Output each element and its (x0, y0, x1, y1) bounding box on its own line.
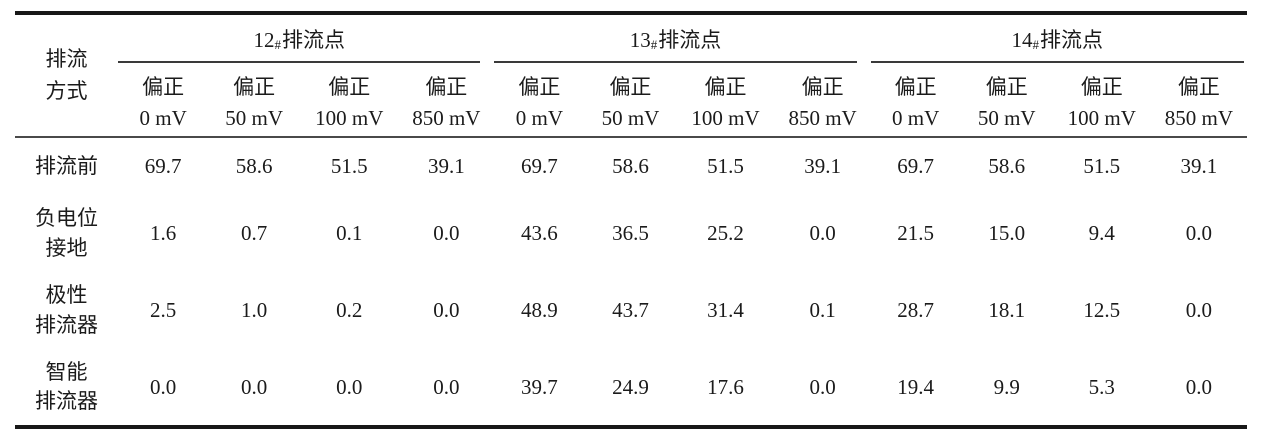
data-cell: 0.2 (336, 298, 363, 323)
group-label: 排流点 (1040, 27, 1104, 52)
data-cell: 0.0 (300, 349, 399, 429)
data-cell: 51.5 (707, 154, 744, 179)
subcol-header: 偏正 0 mV (494, 63, 585, 138)
data-cell: 9.4 (1088, 221, 1115, 246)
data-cell: 51.5 (330, 154, 368, 179)
data-cell: 0.0 (1185, 221, 1213, 246)
data-cell: 0.0 (774, 349, 871, 429)
group-header-13: 13 # 排流点 (494, 13, 870, 63)
group-header-row: 排流 方式 12 # 排流点 13 # 排流点 14 # 排流点 (15, 13, 1247, 138)
subcol-header: 偏正 0 mV (870, 63, 961, 138)
group-number: 12 (253, 27, 275, 52)
group-number: 13 (629, 27, 651, 52)
table-row: 负电位 接地 1.6 0.7 0.1 0.0 43.6 36.5 25.2 0.… (15, 195, 1247, 272)
data-cell: 0.0 (1185, 298, 1213, 323)
row-label: 负电位 接地 (35, 206, 99, 260)
data-cell: 21.5 (897, 221, 935, 246)
data-cell: 2.5 (149, 298, 177, 323)
group-label: 排流点 (281, 27, 345, 52)
group-label: 排流点 (658, 27, 722, 52)
data-cell: 0.0 (433, 221, 460, 246)
data-cell: 43.7 (612, 298, 649, 323)
subcol-header: 偏正 850 mV (398, 63, 495, 138)
subcolumn-header-row: 偏正 0 mV 偏正 50 mV 偏正 100 mV 偏正 850 mV 偏正 … (15, 63, 1247, 138)
row-label: 排流前 (35, 153, 99, 178)
data-cell: 19.4 (870, 349, 961, 429)
data-cell: 39.1 (1180, 154, 1218, 179)
row-label: 智能 排流器 (15, 349, 119, 429)
table-row: 极性 排流器 2.5 1.0 0.2 0.0 48.9 43.7 31.4 0.… (15, 272, 1247, 349)
data-cell: 5.3 (1052, 349, 1151, 429)
data-cell: 24.9 (584, 349, 677, 429)
subcol-header: 偏正 0 mV (118, 63, 209, 138)
data-cell: 1.0 (241, 298, 268, 323)
data-cell: 0.0 (118, 349, 209, 429)
data-cell: 0.1 (336, 221, 363, 246)
data-cell: 36.5 (612, 221, 649, 246)
group-header-12: 12 # 排流点 (118, 13, 494, 63)
hash-superscript: # (274, 37, 281, 53)
table-row: 排流前 69.7 58.6 51.5 39.1 69.7 58.6 51.5 3… (15, 137, 1247, 195)
data-cell: 43.6 (521, 221, 558, 246)
data-cell: 31.4 (707, 298, 744, 323)
data-cell: 0.0 (433, 298, 460, 323)
group-number: 14 (1011, 27, 1033, 52)
data-cell: 48.9 (521, 298, 558, 323)
corner-header: 排流 方式 (15, 13, 119, 138)
data-cell: 58.6 (988, 154, 1026, 179)
data-cell: 69.7 (144, 154, 182, 179)
data-cell: 25.2 (707, 221, 744, 246)
table-row: 智能 排流器 0.0 0.0 0.0 0.0 39.7 24.9 17.6 0.… (15, 349, 1247, 429)
subcol-header: 偏正 850 mV (1150, 63, 1247, 138)
data-cell: 0.0 (208, 349, 301, 429)
hash-superscript: # (1032, 37, 1040, 53)
subcol-header: 偏正 100 mV (300, 63, 399, 138)
data-cell: 69.7 (521, 154, 558, 179)
data-cell: 0.0 (809, 221, 836, 246)
data-cell: 39.7 (494, 349, 585, 429)
data-cell: 58.6 (612, 154, 649, 179)
row-label: 极性 排流器 (35, 283, 99, 337)
data-cell: 0.1 (809, 298, 836, 323)
subcol-header: 偏正 100 mV (1052, 63, 1151, 138)
data-cell: 1.6 (149, 221, 177, 246)
data-cell: 15.0 (988, 221, 1026, 246)
subcol-header: 偏正 50 mV (208, 63, 301, 138)
hash-superscript: # (650, 37, 658, 53)
subcol-header: 偏正 100 mV (676, 63, 775, 138)
group-header-14: 14 # 排流点 (870, 13, 1247, 63)
subcol-header: 偏正 850 mV (774, 63, 871, 138)
data-cell: 51.5 (1083, 154, 1121, 179)
data-cell: 17.6 (676, 349, 775, 429)
data-cell: 28.7 (897, 298, 935, 323)
data-cell: 69.7 (897, 154, 935, 179)
subcol-header: 偏正 50 mV (960, 63, 1053, 138)
data-cell: 9.9 (960, 349, 1053, 429)
data-cell: 0.0 (1150, 349, 1247, 429)
data-cell: 39.1 (804, 154, 841, 179)
data-cell: 39.1 (427, 154, 465, 179)
drainage-table: 排流 方式 12 # 排流点 13 # 排流点 14 # 排流点 偏正 0 mV 偏正 50… (15, 11, 1247, 429)
subcol-header: 偏正 50 mV (584, 63, 677, 138)
data-cell: 0.7 (241, 221, 268, 246)
data-cell: 18.1 (988, 298, 1026, 323)
data-cell: 0.0 (398, 349, 495, 429)
data-cell: 58.6 (235, 154, 273, 179)
data-cell: 12.5 (1083, 298, 1121, 323)
